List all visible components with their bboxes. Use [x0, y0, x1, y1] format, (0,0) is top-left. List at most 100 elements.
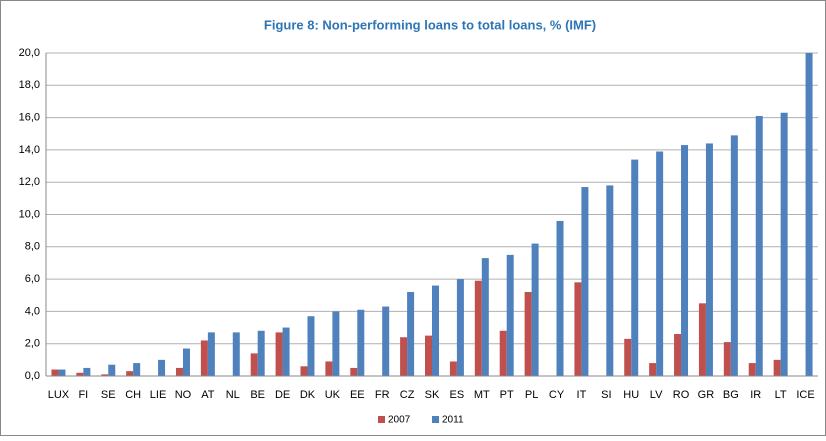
x-tick-label: ICE [796, 389, 814, 401]
bar [748, 363, 756, 376]
bar [275, 332, 283, 376]
chart-title: Figure 8: Non-performing loans to total … [264, 17, 596, 32]
bar [400, 337, 408, 376]
bar [257, 330, 265, 376]
bar [698, 303, 706, 376]
bar [207, 332, 215, 376]
bar [531, 243, 539, 376]
bar [83, 367, 91, 376]
legend-swatch [378, 416, 385, 423]
bar [631, 159, 639, 376]
x-tick-label: LUX [48, 389, 70, 401]
x-tick-label: PT [500, 389, 514, 401]
bar [382, 306, 390, 376]
x-tick-label: NL [226, 389, 240, 401]
bar [158, 359, 166, 376]
bar [133, 363, 141, 376]
x-tick-label: IT [577, 389, 587, 401]
x-tick-label: SI [601, 389, 611, 401]
bar [58, 369, 66, 376]
bar [723, 342, 731, 376]
y-tick-label: 8,0 [25, 241, 40, 253]
x-tick-label: EE [350, 389, 365, 401]
bar [730, 135, 738, 376]
y-tick-label: 0,0 [25, 370, 40, 382]
x-tick-label: MT [474, 389, 490, 401]
y-tick-label: 6,0 [25, 273, 40, 285]
x-tick-label: SK [425, 389, 440, 401]
bar [499, 330, 507, 376]
x-tick-label: ES [450, 389, 465, 401]
bar [432, 285, 439, 376]
bar [649, 363, 657, 376]
bar [250, 353, 258, 376]
x-tick-label: CY [549, 389, 565, 401]
bar [773, 359, 781, 376]
bar [126, 371, 134, 376]
bar [307, 316, 315, 376]
bar [805, 53, 813, 376]
bar [524, 292, 532, 376]
bar [606, 185, 614, 376]
y-tick-label: 18,0 [19, 79, 40, 91]
bar [656, 151, 664, 376]
y-tick-label: 10,0 [19, 208, 40, 220]
y-tick-label: 4,0 [25, 305, 40, 317]
x-tick-label: LT [775, 389, 787, 401]
legend-swatch [432, 416, 439, 423]
bar [200, 340, 208, 376]
x-tick-label: LIE [150, 389, 167, 401]
bar [325, 361, 333, 376]
bar [300, 366, 308, 376]
y-tick-label: 20,0 [19, 47, 40, 59]
x-tick-label: IR [750, 389, 761, 401]
bar [332, 311, 340, 376]
bar [76, 372, 84, 376]
x-tick-label: UK [325, 389, 341, 401]
x-tick-label: CZ [400, 389, 415, 401]
x-tick-label: BE [250, 389, 265, 401]
x-tick-label: SE [101, 389, 116, 401]
y-tick-label: 2,0 [25, 338, 40, 350]
x-tick-label: NO [175, 389, 192, 401]
bar [574, 282, 582, 376]
x-tick-label: FI [78, 389, 88, 401]
x-tick-label: CH [125, 389, 141, 401]
legend-label: 2011 [442, 415, 464, 426]
bar [581, 187, 589, 376]
bar [506, 254, 514, 376]
bar [705, 143, 713, 376]
bar [232, 332, 240, 376]
bar [51, 369, 59, 376]
bar [681, 145, 689, 376]
bar [481, 258, 489, 376]
bar [425, 335, 432, 376]
y-tick-label: 14,0 [19, 144, 40, 156]
x-tick-label: RO [673, 389, 690, 401]
x-tick-label: DK [300, 389, 316, 401]
bar [407, 292, 415, 376]
bar [282, 327, 290, 376]
x-tick-label: PL [525, 389, 538, 401]
x-tick-label: FR [375, 389, 390, 401]
x-tick-label: AT [201, 389, 215, 401]
x-tick-label: BG [723, 389, 739, 401]
bar [449, 361, 457, 376]
bar [101, 374, 109, 376]
bar [474, 280, 482, 376]
bar [755, 115, 763, 377]
bar [624, 338, 632, 376]
bar [350, 367, 358, 376]
bar [175, 367, 183, 376]
y-tick-label: 16,0 [19, 112, 40, 124]
bar [456, 279, 464, 376]
x-tick-label: DE [275, 389, 290, 401]
bar [556, 220, 564, 376]
bar [357, 309, 365, 376]
x-tick-label: GR [698, 389, 715, 401]
bar [108, 364, 116, 376]
bar [674, 334, 682, 376]
x-tick-label: HU [623, 389, 639, 401]
bar [780, 112, 788, 376]
